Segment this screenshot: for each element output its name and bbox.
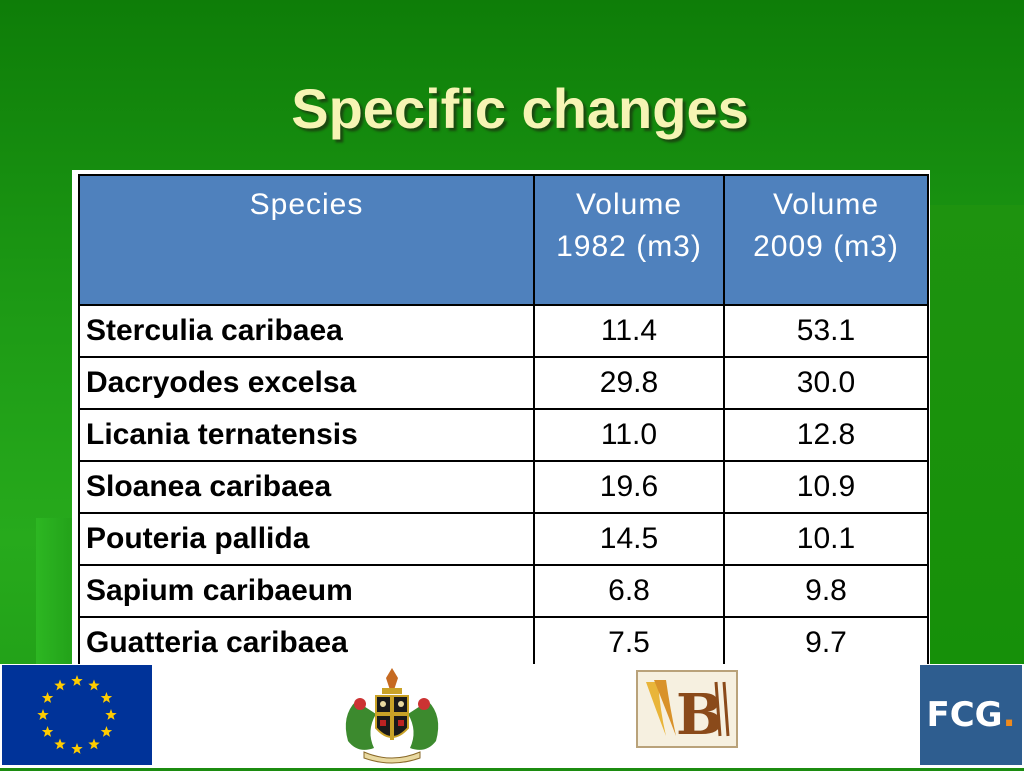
cell-volume-2009: 10.9 (723, 460, 929, 514)
eu-star-icon (37, 709, 49, 720)
eu-star-icon (100, 692, 113, 703)
cell-volume-2009: 9.8 (723, 564, 929, 618)
cell-volume-2009: 30.0 (723, 356, 929, 410)
table-row: Dacryodes excelsa 29.8 30.0 (78, 356, 929, 410)
eu-star-icon (41, 692, 54, 703)
cell-species: Pouteria pallida (78, 512, 535, 566)
eu-star-icon (41, 726, 54, 737)
cell-volume-1982: 14.5 (533, 512, 725, 566)
cell-species: Guatteria caribaea (78, 616, 535, 670)
cell-volume-1982: 29.8 (533, 356, 725, 410)
header-species: Species (78, 174, 535, 306)
eu-star-icon (105, 709, 117, 720)
eu-star-icon (54, 679, 66, 691)
eu-star-icon (54, 738, 66, 750)
table-header-row: Species Volume 1982 (m3) Volume 2009 (m3) (78, 174, 929, 306)
cell-volume-2009: 12.8 (723, 408, 929, 462)
fcg-logo-text: FCG (926, 695, 1003, 735)
header-volume-1982: Volume 1982 (m3) (533, 174, 725, 306)
table-row: Sterculia caribaea 11.4 53.1 (78, 304, 929, 358)
cell-volume-2009: 10.1 (723, 512, 929, 566)
saint-lucia-crest-icon (336, 666, 448, 766)
cell-volume-1982: 11.0 (533, 408, 725, 462)
eu-star-icon (71, 743, 83, 754)
cell-species: Sterculia caribaea (78, 304, 535, 358)
table-row: Sloanea caribaea 19.6 10.9 (78, 460, 929, 514)
cell-species: Licania ternatensis (78, 408, 535, 462)
eu-flag-icon (2, 665, 152, 765)
cell-volume-2009: 9.7 (723, 616, 929, 670)
eu-star-icon (100, 726, 113, 737)
eu-star-icon (71, 675, 83, 686)
cell-species: Sloanea caribaea (78, 460, 535, 514)
cell-species: Sapium caribaeum (78, 564, 535, 618)
slide-title: Specific changes (291, 77, 749, 140)
fcg-logo-dot: . (1002, 695, 1016, 735)
header-volume-2009: Volume 2009 (m3) (723, 174, 929, 306)
cell-volume-2009: 53.1 (723, 304, 929, 358)
eu-stars-icon (37, 675, 117, 754)
b-logo-icon: B (636, 670, 738, 748)
table-row: Pouteria pallida 14.5 10.1 (78, 512, 929, 566)
table-row: Licania ternatensis 11.0 12.8 (78, 408, 929, 462)
cell-volume-1982: 7.5 (533, 616, 725, 670)
background-band-right (926, 205, 1024, 665)
cell-species: Dacryodes excelsa (78, 356, 535, 410)
cell-volume-1982: 6.8 (533, 564, 725, 618)
cell-volume-1982: 19.6 (533, 460, 725, 514)
fcg-logo-icon: FCG. (920, 665, 1022, 765)
species-volume-table: Species Volume 1982 (m3) Volume 2009 (m3) … (78, 174, 929, 670)
table-row: Guatteria caribaea 7.5 9.7 (78, 616, 929, 670)
cell-volume-1982: 11.4 (533, 304, 725, 358)
eu-star-icon (88, 679, 100, 691)
table-row: Sapium caribaeum 6.8 9.8 (78, 564, 929, 618)
logo-footer-bar (0, 664, 1024, 768)
eu-star-icon (88, 738, 100, 750)
